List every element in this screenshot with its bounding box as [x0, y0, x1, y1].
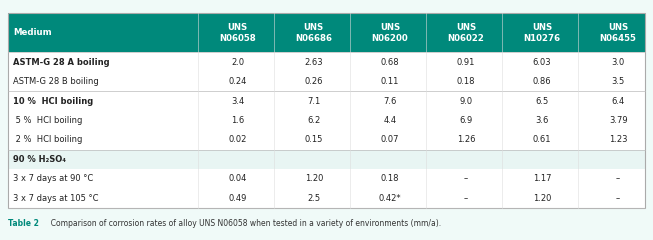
Text: 0.07: 0.07	[381, 135, 399, 144]
Text: UNS
N10276: UNS N10276	[524, 23, 561, 43]
Text: 0.04: 0.04	[229, 174, 247, 183]
Text: ASTM-G 28 B boiling: ASTM-G 28 B boiling	[13, 77, 99, 86]
Text: 9.0: 9.0	[460, 96, 473, 106]
Text: 0.02: 0.02	[229, 135, 247, 144]
Text: –: –	[464, 174, 468, 183]
Text: 3.0: 3.0	[611, 58, 625, 67]
Text: 0.11: 0.11	[381, 77, 399, 86]
Text: 0.18: 0.18	[381, 174, 399, 183]
Text: 5 %  HCl boiling: 5 % HCl boiling	[13, 116, 82, 125]
Text: 3.79: 3.79	[609, 116, 628, 125]
Text: 7.1: 7.1	[307, 96, 321, 106]
Text: Comparison of corrosion rates of alloy UNS N06058 when tested in a variety of en: Comparison of corrosion rates of alloy U…	[46, 219, 441, 228]
Text: 6.9: 6.9	[459, 116, 473, 125]
Text: 7.6: 7.6	[383, 96, 396, 106]
FancyBboxPatch shape	[8, 150, 645, 169]
Text: 3 x 7 days at 105 °C: 3 x 7 days at 105 °C	[13, 194, 99, 203]
Text: 1.20: 1.20	[305, 174, 323, 183]
Text: UNS
N06200: UNS N06200	[372, 23, 408, 43]
Text: 2 %  HCl boiling: 2 % HCl boiling	[13, 135, 82, 144]
Text: Table 2: Table 2	[8, 219, 39, 228]
Text: 0.18: 0.18	[456, 77, 475, 86]
Text: 6.2: 6.2	[307, 116, 321, 125]
Text: ASTM-G 28 A boiling: ASTM-G 28 A boiling	[13, 58, 110, 67]
Text: 3.6: 3.6	[535, 116, 549, 125]
Text: 0.49: 0.49	[229, 194, 247, 203]
Text: 4.4: 4.4	[383, 116, 396, 125]
Text: 2.0: 2.0	[231, 58, 244, 67]
Text: 3.5: 3.5	[611, 77, 625, 86]
Text: 6.4: 6.4	[611, 96, 625, 106]
Text: 0.15: 0.15	[305, 135, 323, 144]
Text: UNS
N06022: UNS N06022	[447, 23, 485, 43]
Text: 10 %  HCl boiling: 10 % HCl boiling	[13, 96, 93, 106]
Text: 3 x 7 days at 90 °C: 3 x 7 days at 90 °C	[13, 174, 93, 183]
Text: 3.4: 3.4	[231, 96, 244, 106]
Text: 1.23: 1.23	[609, 135, 628, 144]
FancyBboxPatch shape	[8, 189, 645, 208]
Text: 0.24: 0.24	[229, 77, 247, 86]
FancyBboxPatch shape	[8, 13, 645, 52]
Text: 2.5: 2.5	[308, 194, 321, 203]
FancyBboxPatch shape	[8, 91, 645, 111]
Text: 6.5: 6.5	[535, 96, 549, 106]
Text: 1.6: 1.6	[231, 116, 244, 125]
Text: 0.68: 0.68	[381, 58, 399, 67]
Text: Medium: Medium	[13, 28, 52, 37]
FancyBboxPatch shape	[8, 72, 645, 91]
Text: 90 % H₂SO₄: 90 % H₂SO₄	[13, 155, 66, 164]
Text: 2.63: 2.63	[304, 58, 323, 67]
Text: 6.03: 6.03	[533, 58, 551, 67]
Text: 0.86: 0.86	[533, 77, 551, 86]
FancyBboxPatch shape	[8, 169, 645, 189]
Text: 0.91: 0.91	[457, 58, 475, 67]
Text: 1.20: 1.20	[533, 194, 551, 203]
Text: 0.61: 0.61	[533, 135, 551, 144]
FancyBboxPatch shape	[8, 130, 645, 150]
Text: 0.42*: 0.42*	[379, 194, 401, 203]
Text: 0.26: 0.26	[304, 77, 323, 86]
Text: UNS
N06455: UNS N06455	[599, 23, 637, 43]
Text: –: –	[616, 194, 620, 203]
FancyBboxPatch shape	[8, 52, 645, 72]
Text: 1.17: 1.17	[533, 174, 551, 183]
FancyBboxPatch shape	[8, 111, 645, 130]
Text: –: –	[616, 174, 620, 183]
Text: UNS
N06686: UNS N06686	[295, 23, 332, 43]
Text: 1.26: 1.26	[456, 135, 475, 144]
Text: –: –	[464, 194, 468, 203]
Text: UNS
N06058: UNS N06058	[219, 23, 256, 43]
